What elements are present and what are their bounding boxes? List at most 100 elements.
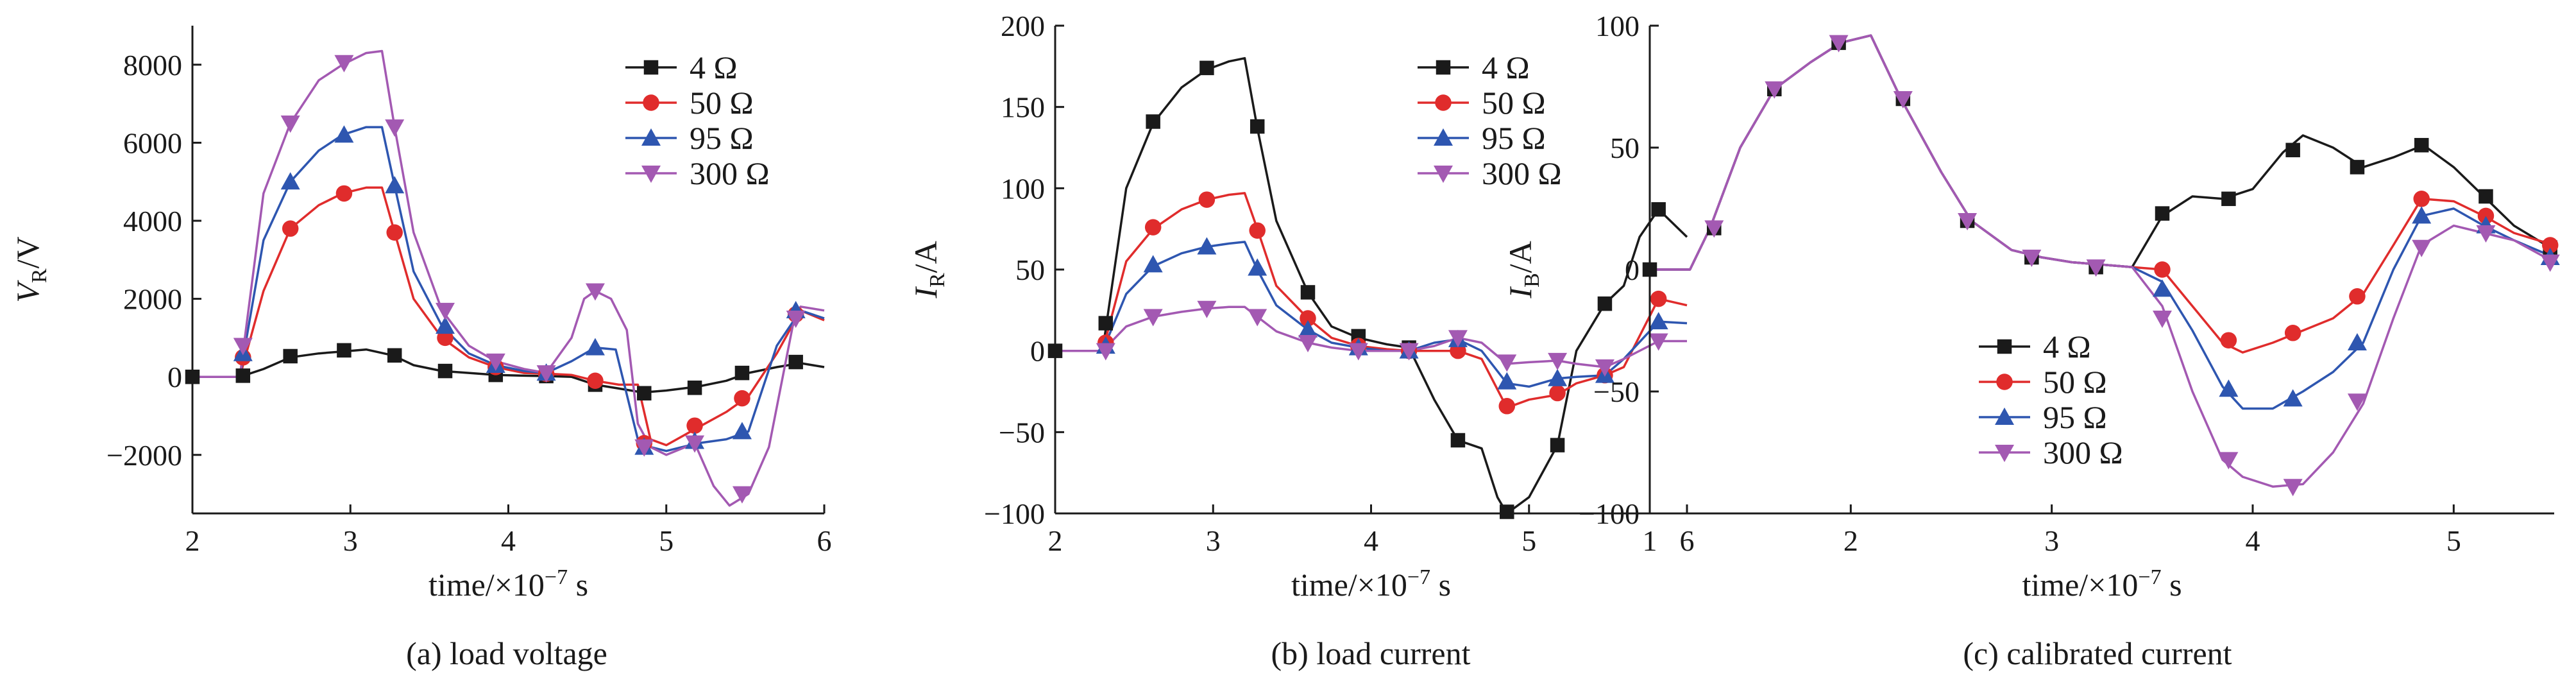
series-2-point	[2541, 237, 2559, 254]
series-1-point	[1047, 343, 1063, 358]
series-1-point	[1642, 262, 1657, 277]
series-line-1	[192, 348, 825, 394]
series-line-1	[1650, 34, 2555, 271]
series-3-point	[2347, 333, 2367, 350]
legend-label: 4 Ω	[1482, 49, 1530, 85]
y-tick-label: −50	[999, 416, 1045, 449]
chart-panel-1: −2000 0 2000 4000 6000 8000 2 3 4 5 6 time/×10−7 s V…	[10, 26, 832, 671]
y-axis-label: VR/V	[10, 236, 51, 302]
panel-caption: (a) load voltage	[406, 635, 607, 671]
series-2-point	[734, 390, 750, 407]
x-tick-label: 5	[2446, 524, 2461, 557]
series-line-4	[1650, 34, 2555, 488]
legend-marker	[1996, 374, 2013, 390]
series-line-1	[1055, 56, 1688, 515]
series-3-point	[280, 172, 300, 190]
legend-marker	[1995, 408, 2014, 425]
series-1-point	[235, 368, 251, 383]
x-axis-label: time/×10−7 s	[2022, 565, 2182, 603]
legend-marker	[1436, 60, 1451, 75]
series-3-point	[1248, 258, 1267, 276]
series-4-point	[233, 338, 253, 356]
series-4-point	[2153, 311, 2172, 328]
series-1-point	[2479, 189, 2493, 204]
series-4-point	[1765, 81, 1784, 99]
series-2-point	[587, 372, 604, 390]
series-2-point	[1198, 191, 1216, 208]
x-axis-label: time/×10−7 s	[1291, 565, 1451, 603]
legend-marker	[643, 94, 659, 111]
y-tick-label: −50	[1593, 375, 1640, 408]
y-tick-label: −100	[984, 497, 1045, 530]
series-4-point	[2283, 479, 2303, 497]
series-4-point	[732, 486, 752, 504]
series-1-point	[1450, 433, 1466, 448]
series-1-point	[283, 348, 298, 364]
series-4-point	[2219, 452, 2239, 470]
x-tick-label: 6	[817, 524, 832, 557]
legend-label: 50 Ω	[690, 85, 754, 121]
series-4-point	[585, 283, 605, 301]
y-tick-label: 2000	[123, 283, 182, 316]
series-3-point	[2153, 279, 2172, 297]
series-3-point	[1197, 237, 1217, 255]
legend-label: 95 Ω	[2043, 399, 2107, 435]
series-3-point	[732, 422, 752, 440]
series-1-point	[734, 365, 750, 381]
series-4-point	[536, 365, 556, 383]
series-1-point	[1098, 316, 1114, 331]
series-4-point	[1399, 343, 1419, 361]
series-4-point	[634, 439, 654, 457]
series-3-point	[585, 338, 605, 356]
series-4-point	[1096, 343, 1115, 361]
series-2-point	[1300, 310, 1316, 327]
series-4-point	[1497, 354, 1517, 372]
y-axis-label: IB/A	[1502, 241, 1544, 298]
x-tick-label: 3	[343, 524, 358, 557]
series-1-point	[2414, 137, 2429, 153]
series-2-point	[1498, 398, 1516, 415]
series-4-point	[2086, 259, 2106, 277]
y-tick-label: 8000	[123, 49, 182, 82]
y-tick-label: 0	[1625, 254, 1640, 286]
series-4-point	[280, 116, 300, 133]
x-tick-label: 4	[2246, 524, 2260, 557]
legend-marker	[641, 166, 661, 183]
series-4-point	[436, 302, 455, 320]
series-4-point	[1893, 91, 1913, 108]
series-1-point	[1597, 296, 1613, 311]
legend-marker	[641, 128, 661, 146]
series-4-point	[1248, 309, 1267, 327]
series-1-point	[1250, 119, 1265, 134]
series-2-point	[335, 185, 353, 202]
series-2-point	[282, 220, 299, 237]
y-tick-label: −2000	[106, 439, 182, 472]
y-tick-label: 4000	[123, 205, 182, 237]
y-tick-label: 150	[1001, 91, 1045, 124]
series-4-point	[685, 435, 705, 453]
series-4-point	[1704, 220, 1724, 238]
x-tick-label: 2	[185, 524, 200, 557]
x-tick-label: 3	[2044, 524, 2059, 557]
series-1-point	[2155, 206, 2170, 221]
series-line-3	[1055, 241, 1688, 388]
legend-label: 300 Ω	[690, 155, 770, 191]
panel-caption: (b) load current	[1271, 635, 1471, 671]
legend-label: 4 Ω	[2043, 329, 2091, 365]
series-4-point	[1197, 300, 1217, 318]
legend-label: 50 Ω	[2043, 364, 2107, 400]
series-1-point	[1550, 438, 1565, 452]
y-tick-label: 200	[1001, 10, 1045, 42]
series-3-point	[436, 316, 455, 334]
series-1-point	[687, 380, 702, 395]
series-4-point	[1648, 333, 1668, 351]
series-1-point	[1146, 114, 1160, 129]
series-2-point	[1650, 290, 1667, 307]
x-tick-label: 4	[1364, 524, 1378, 557]
series-2-point	[2284, 325, 2301, 341]
series-4-point	[2347, 393, 2367, 411]
x-tick-label: 2	[1048, 524, 1063, 557]
series-3-point	[2283, 389, 2303, 407]
